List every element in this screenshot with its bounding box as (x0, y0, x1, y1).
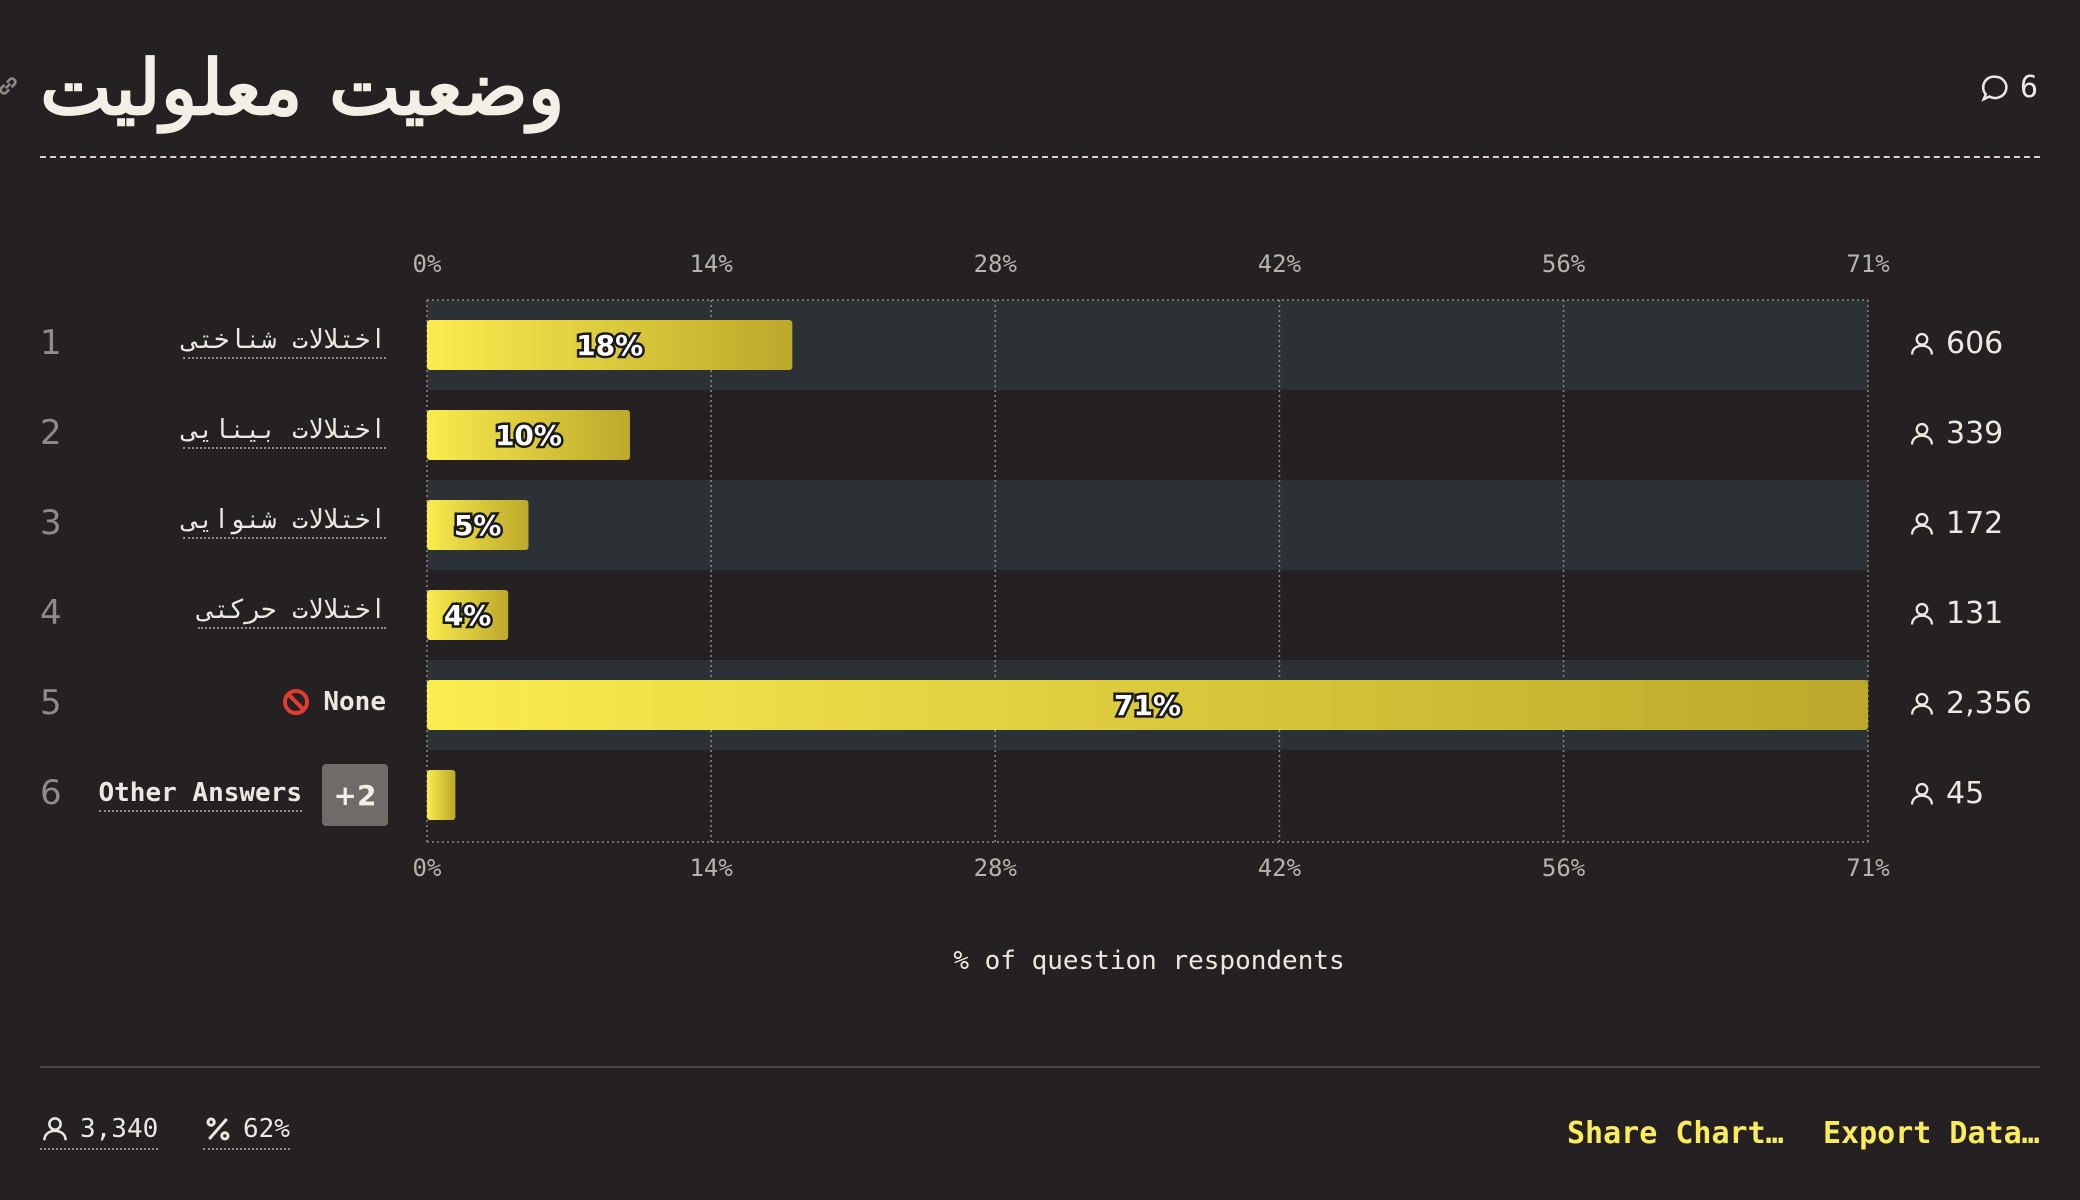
count-value: 606 (1946, 326, 2004, 361)
link-icon[interactable] (0, 72, 22, 100)
x-tick-label-bottom: 71% (1846, 854, 1890, 882)
count-value: 45 (1946, 776, 1985, 811)
percent-stat[interactable]: 62% (203, 1114, 290, 1150)
comment-count: 6 (2019, 70, 2038, 105)
category-label[interactable]: اختلالات شنوایی (182, 505, 386, 539)
count-value: 2,356 (1946, 686, 2032, 721)
user-icon (1910, 512, 1934, 535)
count-value: 172 (1946, 506, 2004, 541)
row-rank: 4 (40, 593, 62, 633)
row-respondent-count: 606 (1908, 326, 2003, 361)
row-respondent-count: 131 (1908, 596, 2003, 631)
row-respondent-count: 339 (1908, 416, 2003, 451)
bar-value-label: 5% (454, 509, 502, 542)
user-icon (1910, 602, 1934, 625)
category-label: None (283, 687, 386, 719)
bar-value-label: 4% (444, 599, 492, 632)
category-label[interactable]: اختلالات شناختی (182, 325, 386, 359)
x-tick-label-top: 0% (413, 250, 442, 278)
share-chart-button[interactable]: Share Chart… (1567, 1116, 1784, 1151)
export-data-button[interactable]: Export Data… (1823, 1116, 2040, 1151)
x-axis-title: % of question respondents (953, 946, 1345, 976)
x-tick-label-bottom: 56% (1542, 854, 1586, 882)
respondents-stat[interactable]: 3,340 (40, 1114, 159, 1150)
respondents-count: 3,340 (80, 1114, 159, 1144)
category-label[interactable]: اختلالات بینایی (182, 415, 386, 449)
x-tick-label-bottom: 14% (689, 854, 733, 882)
percent-icon (206, 1117, 230, 1141)
user-icon (1910, 782, 1934, 805)
bar (427, 410, 630, 460)
user-icon (43, 1117, 67, 1141)
category-label[interactable]: Other Answers (98, 778, 302, 812)
x-tick-label-top: 56% (1542, 250, 1586, 278)
x-tick-label-top: 71% (1846, 250, 1890, 278)
x-tick-label-top: 28% (974, 250, 1018, 278)
bar-value-label: 18% (576, 329, 643, 362)
footer-divider (40, 1066, 2040, 1068)
bar (427, 500, 529, 550)
title-divider (40, 156, 2040, 158)
comment-icon (1981, 74, 2008, 102)
user-icon (1910, 692, 1934, 715)
percent-value: 62% (243, 1114, 290, 1144)
count-value: 339 (1946, 416, 2004, 451)
prohibited-icon (283, 689, 310, 715)
row-respondent-count: 2,356 (1908, 686, 2032, 721)
more-answers-badge[interactable]: +2 (322, 764, 388, 826)
page-title: وضعیت معلولیت (40, 43, 565, 132)
row-rank: 5 (40, 683, 62, 723)
x-tick-label-bottom: 28% (974, 854, 1018, 882)
user-icon (1910, 422, 1934, 445)
other-answers-row-label[interactable]: Other Answers +2 (98, 764, 388, 826)
bar-value-label: 71% (1114, 689, 1181, 722)
category-label[interactable]: اختلالات حرکتی (198, 595, 386, 629)
row-rank: 1 (40, 323, 62, 363)
row-rank: 6 (40, 773, 62, 813)
row-respondent-count: 45 (1908, 776, 1984, 811)
bar (427, 590, 509, 640)
row-rank: 3 (40, 503, 62, 543)
count-value: 131 (1946, 596, 2004, 631)
user-icon (1910, 332, 1934, 355)
row-band (427, 480, 1868, 570)
row-respondent-count: 172 (1908, 506, 2003, 541)
comments-button[interactable]: 6 (1980, 70, 2038, 105)
bar (427, 320, 793, 370)
bar-value-label: 10% (495, 419, 562, 452)
x-tick-label-bottom: 42% (1258, 854, 1302, 882)
bar (427, 680, 1868, 730)
x-tick-label-bottom: 0% (413, 854, 442, 882)
bar (427, 770, 456, 820)
x-tick-label-top: 42% (1258, 250, 1302, 278)
category-label-text: None (323, 687, 386, 717)
x-tick-label-top: 14% (689, 250, 733, 278)
row-rank: 2 (40, 413, 62, 453)
